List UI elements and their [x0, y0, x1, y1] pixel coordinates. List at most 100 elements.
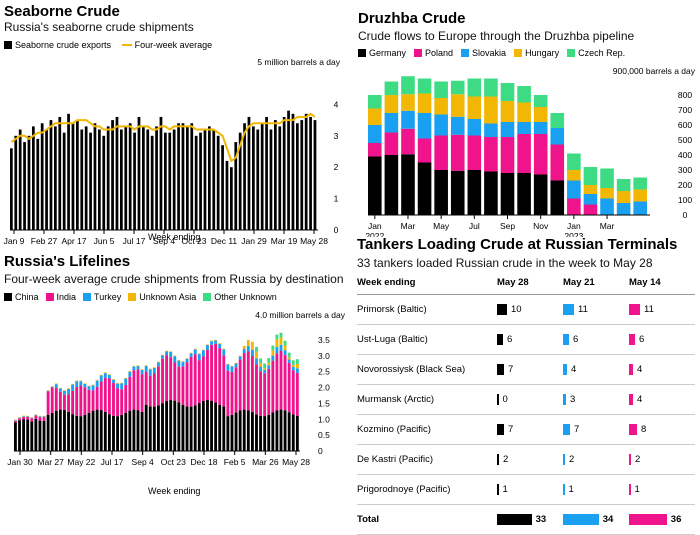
value-bar [563, 513, 599, 525]
bar-segment [450, 94, 465, 117]
bar-segment [517, 134, 531, 173]
bar-segment [120, 382, 124, 384]
value-number: 4 [637, 363, 643, 375]
bar [304, 113, 308, 230]
legend-label: Seaborne crude exports [15, 40, 112, 50]
y-tick-label: 200 [678, 180, 692, 190]
bar-segment [38, 417, 42, 421]
druzhba-subtitle: Crude flows to Europe through the Druzhb… [358, 29, 635, 43]
bar-segment [500, 122, 515, 137]
table-header-row: Week ending May 28 May 21 May 14 [357, 270, 695, 295]
bar-segment [434, 98, 448, 115]
bar-segment [517, 86, 531, 103]
bar-segment [46, 415, 50, 451]
bar-segment [567, 198, 581, 215]
seaborne-subtitle: Russia's seaborne crude shipments [4, 20, 194, 34]
bar-segment [550, 180, 565, 215]
value-cell: 1 [497, 474, 563, 505]
bar-segment [230, 366, 234, 372]
bar-segment [234, 362, 238, 364]
bar-segment [18, 420, 21, 451]
bar [67, 113, 70, 230]
value-cell: 7 [497, 414, 563, 445]
value-cell: 4 [563, 354, 629, 385]
bar [155, 126, 158, 230]
bar-segment [34, 415, 38, 419]
column-header: May 21 [563, 270, 629, 295]
bar-segment [234, 367, 238, 413]
bar-segment [417, 78, 432, 94]
bar-segment [189, 352, 193, 354]
bar-segment [152, 367, 156, 368]
bar-segment [633, 201, 648, 215]
bar-segment [255, 346, 258, 352]
bar-segment [34, 418, 38, 451]
bar-segment [42, 417, 46, 421]
bar-segment [467, 96, 482, 119]
table-row: Murmansk (Arctic) 0 3 4 [357, 384, 695, 415]
bar-segment [197, 403, 201, 451]
value-bar [563, 423, 570, 435]
value-number: 36 [670, 513, 682, 525]
bar-segment [467, 170, 482, 215]
bar-segment [189, 353, 193, 357]
value-bar [497, 333, 503, 345]
bar [278, 126, 282, 230]
x-tick-label: Feb 27 [31, 236, 58, 246]
bar-segment [128, 371, 132, 372]
legend-item: Poland [414, 48, 453, 58]
bar-segment [38, 420, 42, 451]
y-tick-label: 600 [678, 120, 692, 130]
bar [23, 142, 26, 230]
bar-segment [144, 365, 148, 366]
bar-segment [148, 369, 152, 376]
x-tick-label: Feb 5 [224, 457, 246, 467]
bar-segment [152, 373, 156, 407]
bar-segment [259, 366, 263, 372]
bar-segment [34, 415, 38, 416]
bar-segment [295, 415, 299, 451]
y-tick-label: 300 [678, 165, 692, 175]
bar-segment [275, 334, 279, 340]
bar-segment [189, 356, 193, 407]
x-tick-label: Mar [600, 221, 615, 231]
y-tick-label: 1 [334, 194, 339, 204]
bar [133, 132, 136, 230]
bar-segment [140, 411, 144, 451]
bar-segment [550, 144, 565, 181]
y-tick-label: 3.5 [318, 335, 330, 345]
bar-segment [287, 412, 291, 451]
table-row: Primorsk (Baltic) 10 11 11 [357, 294, 695, 325]
bar-segment [295, 359, 299, 364]
value-cell: 3 [563, 384, 629, 415]
bar-segment [238, 355, 242, 357]
bar-segment [26, 417, 30, 420]
x-tick-label: May 22 [67, 457, 95, 467]
bar [71, 123, 75, 230]
legend-label: Germany [369, 48, 407, 58]
bar-segment [279, 350, 283, 410]
bar-segment [177, 366, 181, 403]
bar-segment [173, 355, 177, 357]
bar-segment [600, 168, 614, 188]
value-cell: 7 [497, 354, 563, 385]
value-bar [629, 423, 637, 435]
bar-segment [157, 361, 160, 363]
bar-segment [181, 361, 185, 367]
bar-segment [58, 409, 62, 451]
legend-item: Germany [358, 48, 406, 58]
bar-segment [50, 386, 54, 388]
bar-segment [267, 362, 271, 366]
y-tick-label: 0 [683, 210, 688, 220]
bar-segment [600, 188, 614, 199]
bar-segment [87, 412, 91, 451]
bar-segment [417, 162, 432, 215]
bar-segment [218, 343, 222, 349]
bar-segment [250, 349, 254, 357]
bar-segment [368, 156, 382, 215]
bar-segment [193, 348, 197, 350]
bar-segment [291, 360, 295, 366]
bar-segment [214, 340, 218, 344]
bar-segment [271, 345, 275, 351]
bar-segment [246, 351, 250, 411]
